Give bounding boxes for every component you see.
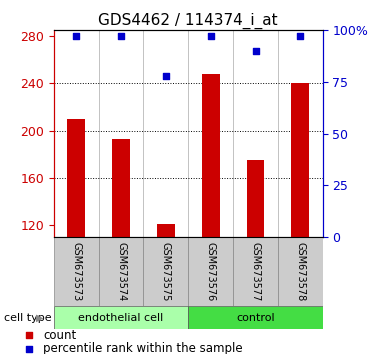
Bar (291, 83, 309, 237)
Text: endothelial cell: endothelial cell (78, 313, 164, 323)
Text: control: control (236, 313, 275, 323)
Text: GSM673578: GSM673578 (295, 242, 305, 301)
Text: GSM673573: GSM673573 (71, 242, 81, 301)
Point (253, 48, 259, 53)
Bar (157, 224, 175, 237)
Title: GDS4462 / 114374_i_at: GDS4462 / 114374_i_at (98, 12, 278, 29)
Bar (188, 306, 323, 329)
Bar (247, 160, 265, 237)
Point (73, 34, 79, 39)
Bar (99, 237, 144, 306)
Bar (54, 306, 188, 329)
Bar (67, 119, 85, 237)
Bar (278, 237, 323, 306)
Bar (54, 237, 99, 306)
Text: GSM673576: GSM673576 (206, 242, 216, 301)
Bar (144, 237, 188, 306)
Point (26, 346, 32, 352)
Point (118, 34, 124, 39)
Bar (188, 237, 233, 306)
Text: GSM673574: GSM673574 (116, 242, 126, 301)
Text: GSM673575: GSM673575 (161, 242, 171, 301)
Text: ▶: ▶ (36, 313, 43, 323)
Point (26, 332, 32, 338)
Text: count: count (43, 329, 76, 342)
Point (298, 34, 303, 39)
Text: GSM673577: GSM673577 (250, 242, 260, 301)
Point (163, 73, 169, 79)
Text: percentile rank within the sample: percentile rank within the sample (43, 342, 243, 354)
Text: cell type: cell type (4, 313, 51, 323)
Point (208, 34, 214, 39)
Bar (233, 237, 278, 306)
Bar (202, 74, 220, 237)
Bar (112, 139, 130, 237)
